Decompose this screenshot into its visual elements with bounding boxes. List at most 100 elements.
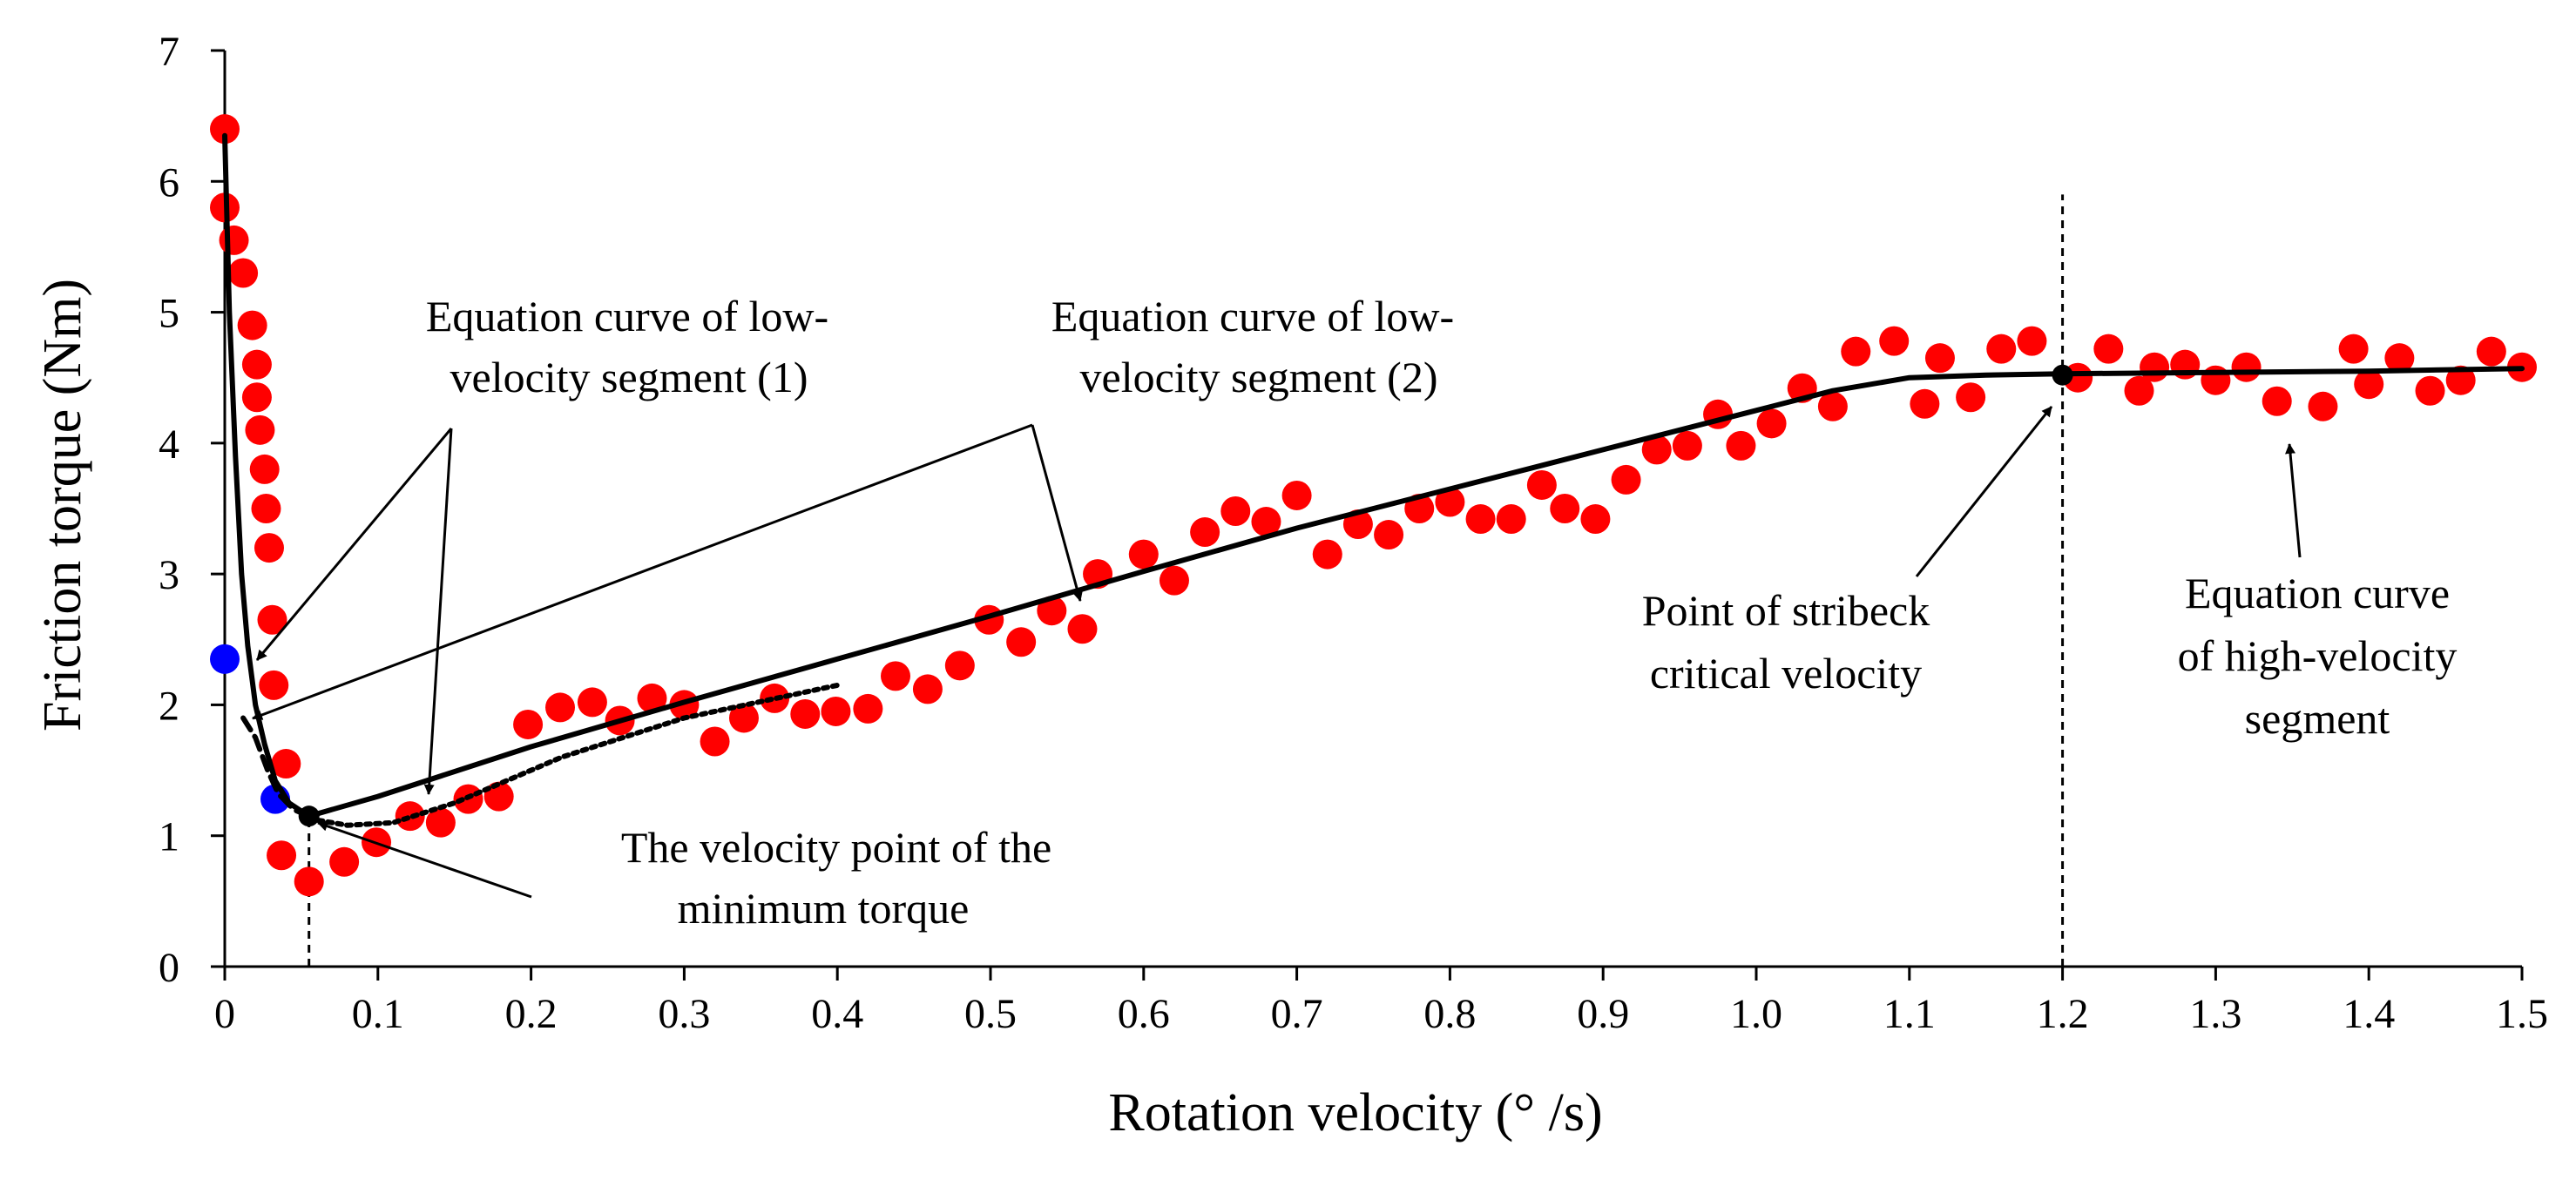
arrow-seg1-right	[423, 428, 453, 795]
measured-point	[2476, 336, 2506, 367]
annotation-seg2-line1: Equation curve of low-	[1051, 292, 1454, 340]
x-tick-label: 1.3	[2189, 991, 2241, 1037]
measured-point	[944, 650, 975, 681]
arrow-seg1-left	[255, 428, 453, 661]
measured-point	[241, 349, 272, 380]
measured-point	[1037, 596, 1067, 626]
y-axis-title: Friction torque (Nm)	[33, 279, 92, 731]
measured-point	[2354, 369, 2384, 400]
measured-point	[2308, 391, 2338, 421]
x-tick-label: 0.2	[505, 991, 558, 1037]
measured-point	[1465, 504, 1496, 535]
measured-point	[2262, 386, 2292, 416]
measured-point	[513, 709, 544, 739]
measured-point	[1496, 504, 1526, 535]
measured-point	[577, 687, 607, 718]
measured-point	[210, 114, 240, 145]
measured-point	[545, 692, 576, 723]
measured-point	[271, 749, 301, 779]
arrow-seg2-left	[252, 423, 1033, 720]
measured-point	[1220, 496, 1251, 527]
measured-point	[228, 258, 259, 288]
measured-point	[245, 415, 275, 445]
measured-point	[267, 840, 297, 871]
measured-point	[728, 703, 759, 733]
measured-point	[425, 807, 456, 838]
measured-point	[219, 225, 249, 255]
measured-point	[790, 698, 821, 729]
measured-point	[2140, 352, 2170, 382]
y-tick-label: 5	[159, 291, 179, 337]
measured-point	[1956, 382, 1986, 413]
x-tick-label: 1.4	[2343, 991, 2395, 1037]
measured-point	[329, 846, 360, 877]
curve-solid	[222, 132, 2525, 819]
measured-point	[294, 866, 324, 897]
measured-point	[2093, 334, 2124, 364]
measured-point	[2445, 365, 2476, 395]
measured-point	[1641, 435, 1672, 465]
y-tick-label: 3	[159, 552, 179, 598]
y-tick-label: 6	[159, 159, 179, 206]
axes: 0 0.1 0.2 0.3 0.4 0.5 0.6 0.7 0.8 0.9 1.0 1.1 1.2 1.3…	[159, 29, 2548, 1037]
annotation-seg1-line1: Equation curve of low-	[426, 292, 828, 340]
arrow-stribeck	[1915, 406, 2053, 577]
measured-point	[2231, 352, 2262, 382]
measured-point	[1580, 504, 1611, 535]
x-tick-label: 0.3	[658, 991, 710, 1037]
x-tick-label: 1.0	[1730, 991, 1782, 1037]
x-tick-label: 0.8	[1423, 991, 1476, 1037]
curve-dotted	[306, 682, 841, 828]
x-tick-label: 0.7	[1271, 991, 1323, 1037]
measured-point	[1879, 326, 1910, 356]
measured-point	[1526, 469, 1557, 500]
measured-point	[257, 604, 287, 635]
arrow-seg2-right	[1031, 424, 1083, 602]
x-tick-label: 1.5	[2496, 991, 2548, 1037]
measured-point	[1756, 408, 1787, 439]
x-tick-label: 0.6	[1118, 991, 1170, 1037]
measured-point	[1067, 614, 1098, 644]
annotation-arrows	[252, 406, 2302, 899]
measured-point	[1986, 334, 2017, 364]
measured-point	[2124, 375, 2154, 406]
annotation-stribeck-line1: Point of stribeck	[1642, 586, 1930, 635]
measured-point	[912, 674, 943, 704]
measured-point	[1374, 520, 1404, 550]
stribeck-point	[2052, 364, 2073, 386]
measured-point	[1159, 565, 1189, 596]
key-points	[298, 364, 2073, 827]
x-tick-label: 0.1	[352, 991, 404, 1037]
measured-point	[483, 781, 514, 812]
measured-point	[1550, 494, 1580, 523]
annotation-seg2-line2: velocity segment (2)	[1080, 353, 1438, 401]
measured-point	[2017, 326, 2047, 356]
measured-point	[1006, 627, 1037, 657]
annotations: Equation curve of low- velocity segment …	[426, 292, 2458, 933]
measured-point	[1924, 343, 1955, 374]
measured-point	[1312, 539, 1342, 570]
measured-point	[249, 454, 280, 484]
annotation-min-line1: The velocity point of the	[621, 823, 1051, 872]
measured-point	[251, 494, 281, 523]
measured-point	[1281, 480, 1312, 510]
measured-point	[237, 310, 267, 340]
measured-point	[1910, 388, 1940, 419]
y-tick-label: 7	[159, 29, 179, 75]
transition-point	[210, 644, 240, 674]
y-tick-label: 2	[159, 683, 179, 729]
annotation-high-line2: of high-velocity	[2178, 631, 2458, 680]
measured-point	[395, 801, 425, 832]
x-axis-title: Rotation velocity (° /s)	[1108, 1083, 1602, 1142]
x-tick-label: 0.5	[964, 991, 1017, 1037]
measured-point	[637, 683, 667, 713]
measured-point	[2384, 343, 2415, 374]
measured-point	[1435, 487, 1465, 517]
x-tick-label: 1.2	[2037, 991, 2089, 1037]
x-tick-label: 0.4	[811, 991, 863, 1037]
y-tick-label: 1	[159, 814, 179, 860]
measured-point	[700, 726, 730, 757]
measured-point	[1672, 430, 1702, 461]
annotation-high-line1: Equation curve	[2185, 569, 2450, 617]
arrow-min	[317, 820, 532, 899]
